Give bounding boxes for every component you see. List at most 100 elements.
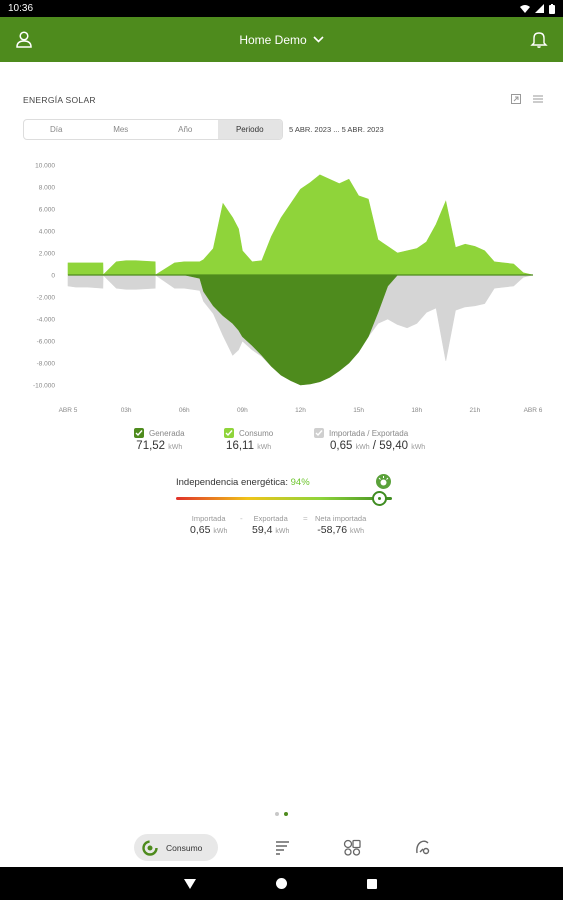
tab-mes[interactable]: Mes [113, 125, 129, 134]
legend-value-consumo: 16,11 [226, 440, 254, 452]
y-tick-label: -10.000 [33, 383, 55, 390]
legend-consumo[interactable]: Consumo 16,11 kWh [224, 428, 273, 452]
checkbox-generada[interactable] [134, 428, 144, 438]
stat-value-neta: -58,76 [317, 524, 348, 536]
legend-unit-consumo: kWh [257, 444, 272, 451]
stat-neta: Neta importada -58,76 kWh [315, 514, 366, 536]
legend-unit-exportada: kWh [411, 444, 426, 451]
energy-independence: Independencia energética: 94% [176, 477, 310, 488]
y-tick-label: -8.000 [37, 361, 56, 368]
y-tick-label: 8.000 [39, 185, 56, 192]
x-tick-label: ABR 6 [524, 407, 543, 414]
stat-label-importada: Importada [191, 514, 226, 523]
app-bar: Home Demo [0, 17, 563, 62]
y-tick-label: 10.000 [35, 163, 55, 170]
signal-icon [535, 4, 544, 13]
nav-consumo-label: Consumo [166, 842, 203, 853]
page-title: Home Demo [239, 32, 307, 47]
y-tick-label: -4.000 [37, 317, 56, 324]
stat-label-exportada: Exportada [253, 514, 288, 523]
stat-minus: - [240, 514, 243, 523]
consumption-ring-icon [142, 839, 158, 856]
date-start: 5 ABR. 2023 [289, 125, 332, 134]
independence-marker [372, 491, 388, 506]
legend-slash: / [372, 440, 376, 452]
page-dot-active[interactable] [284, 812, 288, 816]
recents-button[interactable] [367, 879, 377, 889]
stat-equals: = [303, 514, 308, 523]
support-icon[interactable] [414, 839, 431, 856]
solar-home-icon [376, 474, 391, 489]
independence-label: Independencia energética: [176, 477, 288, 488]
legend-generada[interactable]: Generada 71,52 kWh [134, 428, 185, 452]
stat-value-exportada: 59,4 [252, 524, 273, 536]
battery-icon [549, 3, 555, 14]
stat-value-importada: 0,65 [190, 524, 211, 536]
y-tick-label: -2.000 [37, 295, 56, 302]
home-button[interactable] [276, 878, 287, 889]
date-range[interactable]: 5 ABR. 2023 ... 5 ABR. 2023 [289, 125, 384, 134]
menu-icon[interactable] [533, 94, 543, 104]
stat-exportada: Exportada 59,4 kWh [252, 514, 289, 536]
chevron-down-icon [313, 36, 324, 43]
legend-unit-generada: kWh [168, 444, 183, 451]
back-button[interactable] [184, 879, 196, 889]
y-tick-label: 6.000 [39, 207, 56, 214]
check-icon [135, 430, 143, 437]
checkbox-consumo[interactable] [224, 428, 234, 438]
devices-icon[interactable] [343, 839, 362, 856]
status-bar: 10:36 [0, 0, 563, 17]
y-tick-label: 2.000 [39, 251, 56, 258]
status-time: 10:36 [8, 3, 34, 14]
nav-consumo[interactable]: Consumo [134, 834, 218, 861]
user-icon[interactable] [15, 30, 33, 48]
x-tick-label: 21h [469, 407, 480, 414]
x-tick-label: ABR 5 [59, 407, 78, 414]
legend-label-generada: Generada [149, 428, 185, 438]
tab-periodo[interactable]: Periodo [217, 120, 282, 139]
x-tick-label: 12h [295, 407, 306, 414]
expand-icon[interactable] [511, 94, 521, 104]
check-icon [225, 430, 233, 437]
x-tick-label: 18h [411, 407, 422, 414]
list-icon[interactable] [274, 839, 291, 856]
system-nav-bar [0, 867, 563, 900]
legend-unit-importada: kWh [355, 444, 370, 451]
legend-value-importada: 0,65 [330, 440, 353, 452]
bottom-nav: Consumo [0, 830, 563, 866]
stat-importada: Importada 0,65 kWh [190, 514, 227, 536]
check-icon [315, 430, 323, 437]
checkbox-importada-exportada[interactable] [314, 428, 324, 438]
chart-actions [511, 94, 543, 104]
stat-label-neta: Neta importada [315, 514, 367, 523]
stat-unit-importada: kWh [213, 528, 228, 535]
wifi-icon [520, 4, 530, 13]
x-tick-label: 09h [237, 407, 248, 414]
page-indicator [275, 812, 288, 816]
independence-bar [176, 497, 392, 500]
tab-dia[interactable]: Día [50, 125, 63, 134]
period-tabs: Día Mes Año Periodo [23, 119, 283, 140]
sun-icon [378, 476, 389, 486]
section-title: ENERGÍA SOLAR [23, 95, 96, 105]
stat-unit-exportada: kWh [275, 528, 290, 535]
tab-ano[interactable]: Año [178, 125, 193, 134]
date-end: 5 ABR. 2023 [341, 125, 384, 134]
legend-value-generada: 71,52 [136, 440, 166, 452]
x-tick-label: 15h [353, 407, 364, 414]
legend-label-consumo: Consumo [239, 428, 274, 438]
page-dot[interactable] [275, 812, 279, 816]
stat-unit-neta: kWh [349, 528, 364, 535]
date-separator: ... [333, 125, 340, 134]
legend-importada-exportada[interactable]: Importada / Exportada 0,65 kWh / 59,40 k… [314, 428, 425, 452]
series-area-generada [67, 174, 534, 276]
legend-label-importada-exportada: Importada / Exportada [329, 428, 409, 438]
status-icons [520, 3, 555, 14]
home-selector[interactable]: Home Demo [239, 32, 324, 47]
y-tick-label: 4.000 [39, 229, 56, 236]
y-tick-label: -6.000 [37, 339, 56, 346]
energy-chart: 10.000 8.000 6.000 4.000 2.000 0 -2.000 -4.000 -… [33, 163, 543, 415]
y-tick-label: 0 [51, 273, 55, 280]
bell-icon[interactable] [530, 30, 548, 48]
x-tick-label: 06h [179, 407, 190, 414]
